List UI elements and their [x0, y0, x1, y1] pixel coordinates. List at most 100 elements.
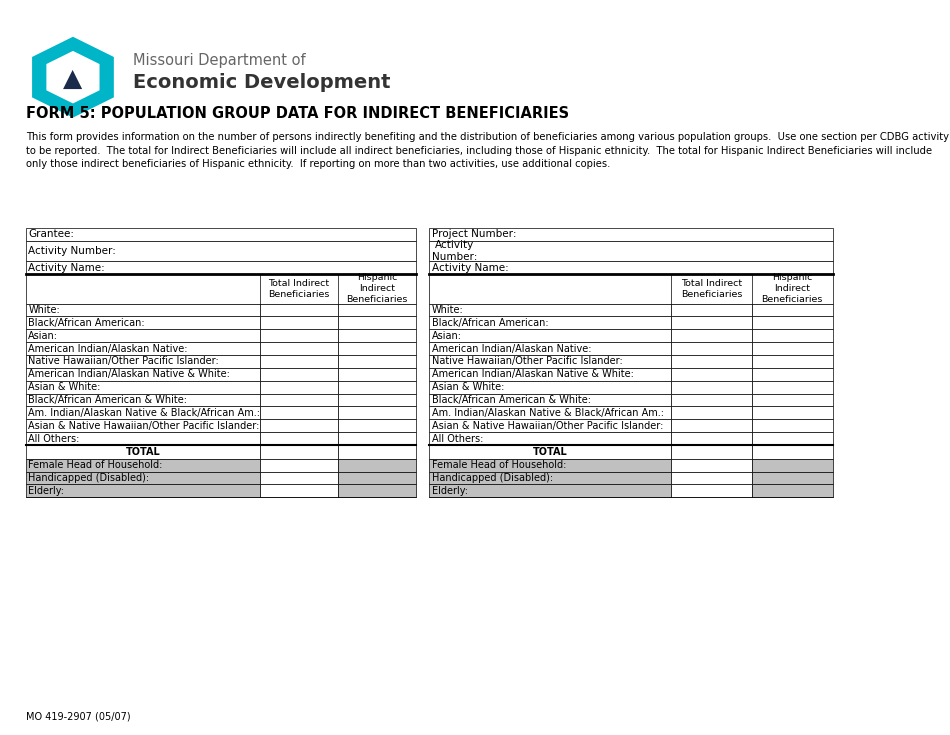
Bar	[260, 406, 338, 419]
Text: Am. Indian/Alaskan Native & Black/African Am.:: Am. Indian/Alaskan Native & Black/Africa…	[28, 408, 260, 418]
Bar	[672, 406, 751, 419]
Bar	[751, 419, 832, 432]
Text: Elderly:: Elderly:	[431, 486, 467, 496]
Bar	[751, 484, 832, 498]
Text: Project Number:: Project Number:	[431, 229, 516, 240]
Bar	[429, 241, 832, 262]
Bar	[672, 355, 751, 368]
Bar	[429, 445, 672, 459]
Bar	[260, 459, 338, 472]
Text: Missouri Department of: Missouri Department of	[133, 53, 306, 68]
Text: Asian & Native Hawaiian/Other Pacific Islander:: Asian & Native Hawaiian/Other Pacific Is…	[28, 420, 259, 431]
Text: American Indian/Alaskan Native & White:: American Indian/Alaskan Native & White:	[28, 369, 230, 379]
Bar	[429, 484, 672, 498]
Text: Native Hawaiian/Other Pacific Islander:: Native Hawaiian/Other Pacific Islander:	[28, 356, 219, 367]
Bar	[672, 484, 751, 498]
Text: ▲: ▲	[64, 67, 83, 90]
Bar	[672, 304, 751, 317]
Bar	[260, 472, 338, 484]
Bar	[26, 484, 260, 498]
Bar	[672, 445, 751, 459]
Bar	[26, 445, 260, 459]
Bar	[338, 406, 416, 419]
Bar	[429, 432, 672, 445]
Text: Activity
Number:: Activity Number:	[431, 240, 477, 262]
Text: Economic Development: Economic Development	[133, 73, 390, 92]
Bar	[751, 445, 832, 459]
Bar	[751, 432, 832, 445]
Bar	[672, 381, 751, 393]
Bar	[672, 393, 751, 406]
Text: Native Hawaiian/Other Pacific Islander:: Native Hawaiian/Other Pacific Islander:	[431, 356, 622, 367]
Bar	[260, 355, 338, 368]
Bar	[751, 355, 832, 368]
Bar	[260, 432, 338, 445]
Text: American Indian/Alaskan Native:: American Indian/Alaskan Native:	[28, 343, 188, 354]
Bar	[338, 329, 416, 342]
Text: Female Head of Household:: Female Head of Household:	[28, 460, 162, 470]
Text: Black/African American:: Black/African American:	[28, 318, 145, 328]
Bar	[429, 406, 672, 419]
Bar	[429, 368, 672, 381]
Bar	[26, 304, 260, 317]
Bar	[751, 317, 832, 329]
Bar	[672, 317, 751, 329]
Text: White:: White:	[28, 305, 60, 315]
Bar	[26, 355, 260, 368]
Bar	[751, 329, 832, 342]
Text: Activity Number:: Activity Number:	[28, 246, 116, 256]
Text: Asian:: Asian:	[28, 331, 58, 341]
Text: Handicapped (Disabled):: Handicapped (Disabled):	[28, 473, 149, 483]
Bar	[751, 406, 832, 419]
Bar	[429, 228, 832, 241]
Text: American Indian/Alaskan Native:: American Indian/Alaskan Native:	[431, 343, 591, 354]
Bar	[429, 472, 672, 484]
Bar	[338, 355, 416, 368]
Bar	[751, 472, 832, 484]
Text: Elderly:: Elderly:	[28, 486, 65, 496]
Text: Black/African American & White:: Black/African American & White:	[431, 395, 591, 405]
Bar	[429, 393, 672, 406]
Bar	[260, 342, 338, 355]
Text: This form provides information on the number of persons indirectly benefiting an: This form provides information on the nu…	[26, 132, 949, 169]
Bar	[260, 368, 338, 381]
Text: Hispanic
Indirect
Beneficiaries: Hispanic Indirect Beneficiaries	[762, 273, 823, 304]
Bar	[672, 459, 751, 472]
Bar	[338, 304, 416, 317]
Bar	[338, 317, 416, 329]
Bar	[26, 406, 260, 419]
Text: All Others:: All Others:	[431, 434, 484, 444]
Bar	[751, 381, 832, 393]
Bar	[751, 304, 832, 317]
Text: TOTAL: TOTAL	[125, 447, 161, 457]
Bar	[338, 445, 416, 459]
Bar	[338, 432, 416, 445]
Text: TOTAL: TOTAL	[533, 447, 567, 457]
Bar	[672, 472, 751, 484]
Bar	[338, 381, 416, 393]
Bar	[26, 317, 260, 329]
Bar	[260, 381, 338, 393]
Text: Black/African American:: Black/African American:	[431, 318, 548, 328]
Bar	[26, 368, 260, 381]
Bar	[26, 241, 416, 262]
Bar	[260, 317, 338, 329]
Bar	[429, 419, 672, 432]
Text: Activity Name:: Activity Name:	[431, 262, 508, 273]
Bar	[260, 484, 338, 498]
Bar	[26, 419, 260, 432]
Bar	[672, 419, 751, 432]
Bar	[672, 368, 751, 381]
Bar	[429, 355, 672, 368]
Bar	[429, 459, 672, 472]
Bar	[26, 228, 416, 241]
Bar	[26, 432, 260, 445]
Bar	[429, 274, 832, 304]
Bar	[672, 342, 751, 355]
Text: FORM 5: POPULATION GROUP DATA FOR INDIRECT BENEFICIARIES: FORM 5: POPULATION GROUP DATA FOR INDIRE…	[26, 107, 569, 121]
Bar	[26, 274, 416, 304]
Bar	[429, 329, 672, 342]
Text: Total Indirect
Beneficiaries: Total Indirect Beneficiaries	[269, 279, 330, 299]
Bar	[338, 484, 416, 498]
Bar	[429, 304, 672, 317]
